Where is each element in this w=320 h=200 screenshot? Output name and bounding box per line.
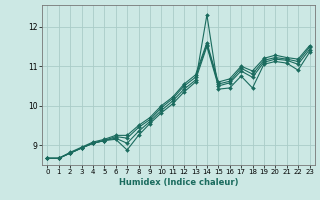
X-axis label: Humidex (Indice chaleur): Humidex (Indice chaleur) — [119, 178, 238, 187]
